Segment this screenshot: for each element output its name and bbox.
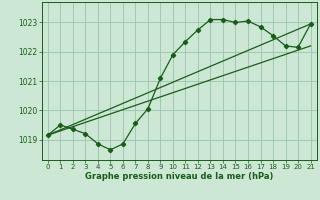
X-axis label: Graphe pression niveau de la mer (hPa): Graphe pression niveau de la mer (hPa) <box>85 172 273 181</box>
